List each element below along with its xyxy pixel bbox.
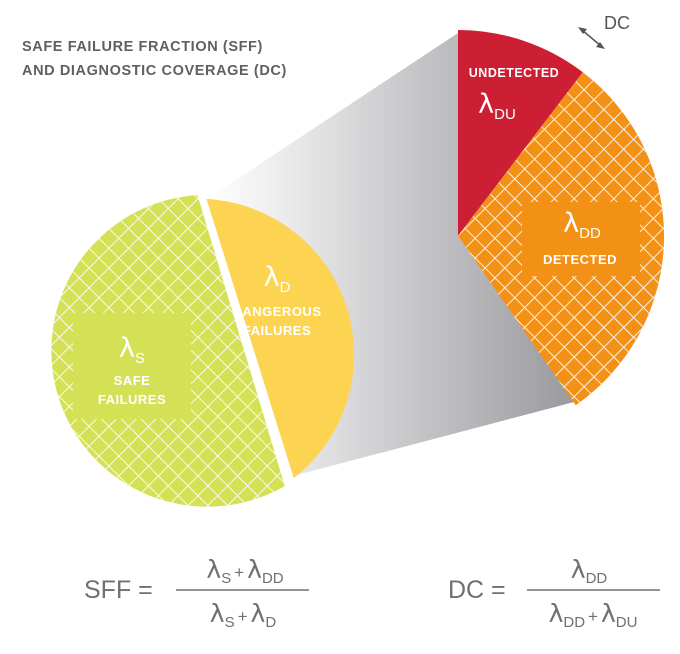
safe-label-line1: SAFE <box>114 373 151 388</box>
title-line-1: SAFE FAILURE FRACTION (SFF) <box>22 39 263 55</box>
sff-lhs: SFF = <box>84 576 153 604</box>
detected-label-box <box>522 202 640 276</box>
detected-slice <box>458 72 665 406</box>
undetected-slice <box>458 30 583 236</box>
safe-failures-slice <box>51 195 285 507</box>
dc-numerator: λDD <box>571 555 608 587</box>
dc-label: DC <box>604 13 630 33</box>
dc-formula: DC = λDD λDD + λDU <box>448 555 660 631</box>
undetected-label: UNDETECTED <box>469 66 559 80</box>
sff-numerator: λS + λDD <box>206 555 283 587</box>
sff-formula: SFF = λS + λDD λS + λD <box>84 555 309 631</box>
dc-denominator: λDD + λDU <box>549 599 638 631</box>
safe-label-box <box>73 313 191 419</box>
title-line-2: AND DIAGNOSTIC COVERAGE (DC) <box>22 63 287 79</box>
detected-label: DETECTED <box>543 252 617 267</box>
dangerous-failures-slice <box>206 199 355 478</box>
dangerous-label-line1: DANGEROUS <box>232 304 321 319</box>
dc-arrow-icon <box>578 27 605 49</box>
safe-label-line2: FAILURES <box>98 392 166 407</box>
detected-symbol: λDD <box>563 208 601 242</box>
dangerous-symbol: λD <box>264 262 291 296</box>
dc-lhs: DC = <box>448 576 506 604</box>
undetected-symbol: λDU <box>478 89 516 123</box>
safe-symbol: λS <box>119 333 145 367</box>
sff-denominator: λS + λD <box>210 599 277 631</box>
dangerous-label-line2: FAILURES <box>243 323 311 338</box>
